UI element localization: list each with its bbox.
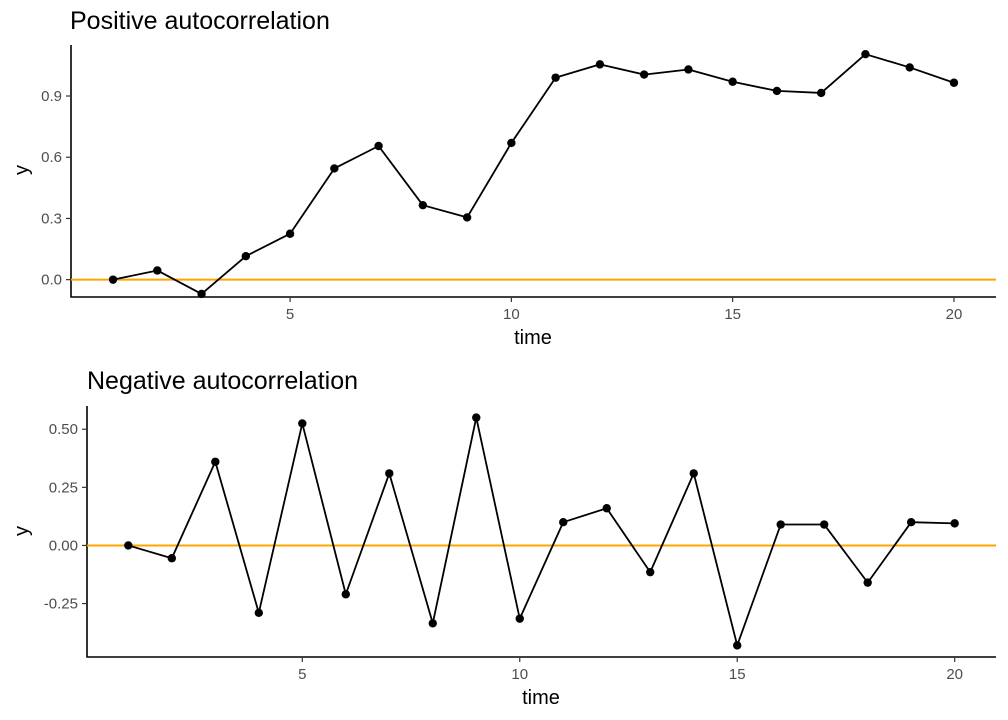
data-point: [167, 554, 177, 563]
data-point: [684, 65, 693, 74]
y-tick-label: 0.6: [41, 149, 62, 166]
x-tick-label: 15: [724, 306, 741, 323]
series-line: [112, 53, 955, 295]
x-tick-label: 5: [286, 306, 294, 323]
data-point: [153, 266, 162, 275]
data-point: [428, 619, 437, 628]
y-tick-label: 0.25: [49, 479, 78, 496]
x-tick-label: 15: [729, 666, 746, 683]
data-point: [820, 520, 829, 529]
data-point: [285, 229, 295, 238]
data-point: [776, 520, 785, 529]
y-tick-label: 0.50: [49, 421, 78, 438]
data-point: [472, 413, 481, 422]
data-point: [254, 608, 263, 618]
data-point: [211, 457, 220, 466]
data-point: [639, 70, 649, 79]
data-point: [298, 419, 307, 428]
data-point: [418, 200, 428, 210]
data-point: [507, 138, 516, 148]
data-point: [905, 63, 914, 72]
data-point: [733, 641, 742, 650]
data-point: [551, 73, 560, 82]
data-point: [462, 213, 472, 222]
x-tick-label: 10: [503, 306, 520, 323]
data-point: [124, 541, 133, 550]
data-point: [950, 519, 959, 528]
data-point: [559, 518, 568, 527]
data-point: [861, 49, 870, 59]
chart-title: Negative autocorrelation: [87, 367, 358, 395]
x-axis-label: time: [514, 327, 552, 349]
x-tick-label: 20: [946, 666, 963, 683]
data-point: [595, 60, 605, 69]
chart-title: Positive autocorrelation: [70, 7, 330, 35]
data-point: [108, 275, 118, 284]
data-point: [816, 88, 826, 98]
negative-autocorrelation-panel: Negative autocorrelation y time -0.25 0.0…: [11, 367, 996, 709]
data-point: [197, 289, 206, 299]
y-tick-label: -0.25: [44, 596, 78, 613]
positive-autocorrelation-panel: Positive autocorrelation y time 0.0 0.3 0.…: [11, 7, 996, 349]
data-point: [241, 251, 251, 261]
data-point: [515, 614, 524, 623]
y-axis-label: y: [11, 526, 33, 536]
data-point: [728, 77, 737, 86]
y-axis-label: y: [11, 165, 33, 175]
y-tick-label: 0.0: [41, 272, 62, 289]
data-point: [906, 518, 916, 527]
x-tick-label: 5: [298, 666, 306, 683]
series-line: [128, 416, 955, 647]
data-point: [385, 469, 394, 478]
data-point: [949, 78, 959, 87]
x-tick-label: 10: [511, 666, 528, 683]
data-point: [330, 164, 339, 173]
x-tick-label: 20: [946, 306, 963, 323]
data-point: [689, 469, 698, 478]
y-tick-label: 0.00: [49, 537, 78, 554]
data-point: [863, 578, 872, 587]
data-point: [646, 567, 655, 577]
data-point: [602, 504, 611, 513]
x-axis-label: time: [522, 687, 560, 709]
data-point: [341, 590, 350, 599]
data-point: [374, 141, 383, 151]
y-tick-label: 0.3: [41, 210, 62, 227]
data-point: [772, 86, 782, 96]
y-tick-label: 0.9: [41, 88, 62, 105]
